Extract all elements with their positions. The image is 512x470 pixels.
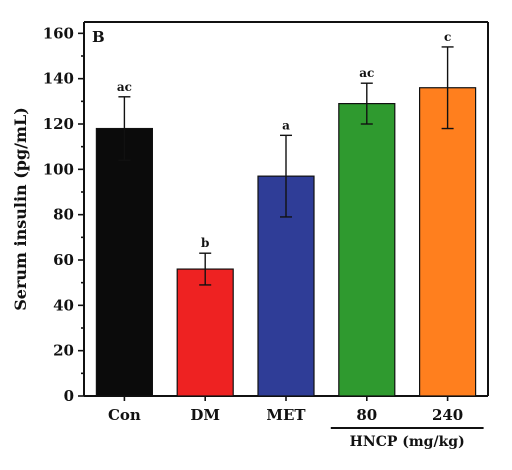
significance-letter-3: ac: [359, 66, 374, 80]
significance-letter-1: b: [201, 236, 209, 250]
x-tick-label-2: MET: [266, 406, 306, 424]
y-tick-label-2: 40: [53, 296, 74, 314]
significance-letter-0: ac: [117, 80, 132, 94]
y-tick-label-6: 120: [43, 115, 74, 133]
y-tick-label-1: 20: [53, 342, 74, 360]
y-tick-label-8: 160: [43, 24, 74, 42]
bar-dm: [176, 268, 234, 397]
x-tick-label-1: DM: [190, 406, 220, 424]
y-tick-label-7: 140: [43, 70, 74, 88]
y-tick-label-5: 100: [43, 160, 74, 178]
y-tick-label-0: 0: [64, 387, 74, 405]
y-tick-label-3: 60: [53, 251, 74, 269]
bar-80: [338, 102, 396, 397]
panel-label: B: [92, 28, 105, 46]
bar-240: [419, 87, 477, 397]
x-tick-label-0: Con: [108, 406, 141, 424]
significance-letter-2: a: [282, 118, 290, 132]
y-axis-label: Serum insulin (pg/mL): [11, 107, 30, 311]
significance-letter-4: c: [444, 30, 451, 44]
x-tick-label-3: 80: [356, 406, 377, 424]
group-label: HNCP (mg/kg): [350, 434, 465, 450]
bar-con: [95, 127, 154, 397]
x-tick-label-4: 240: [432, 406, 463, 424]
y-tick-label-4: 80: [53, 206, 74, 224]
